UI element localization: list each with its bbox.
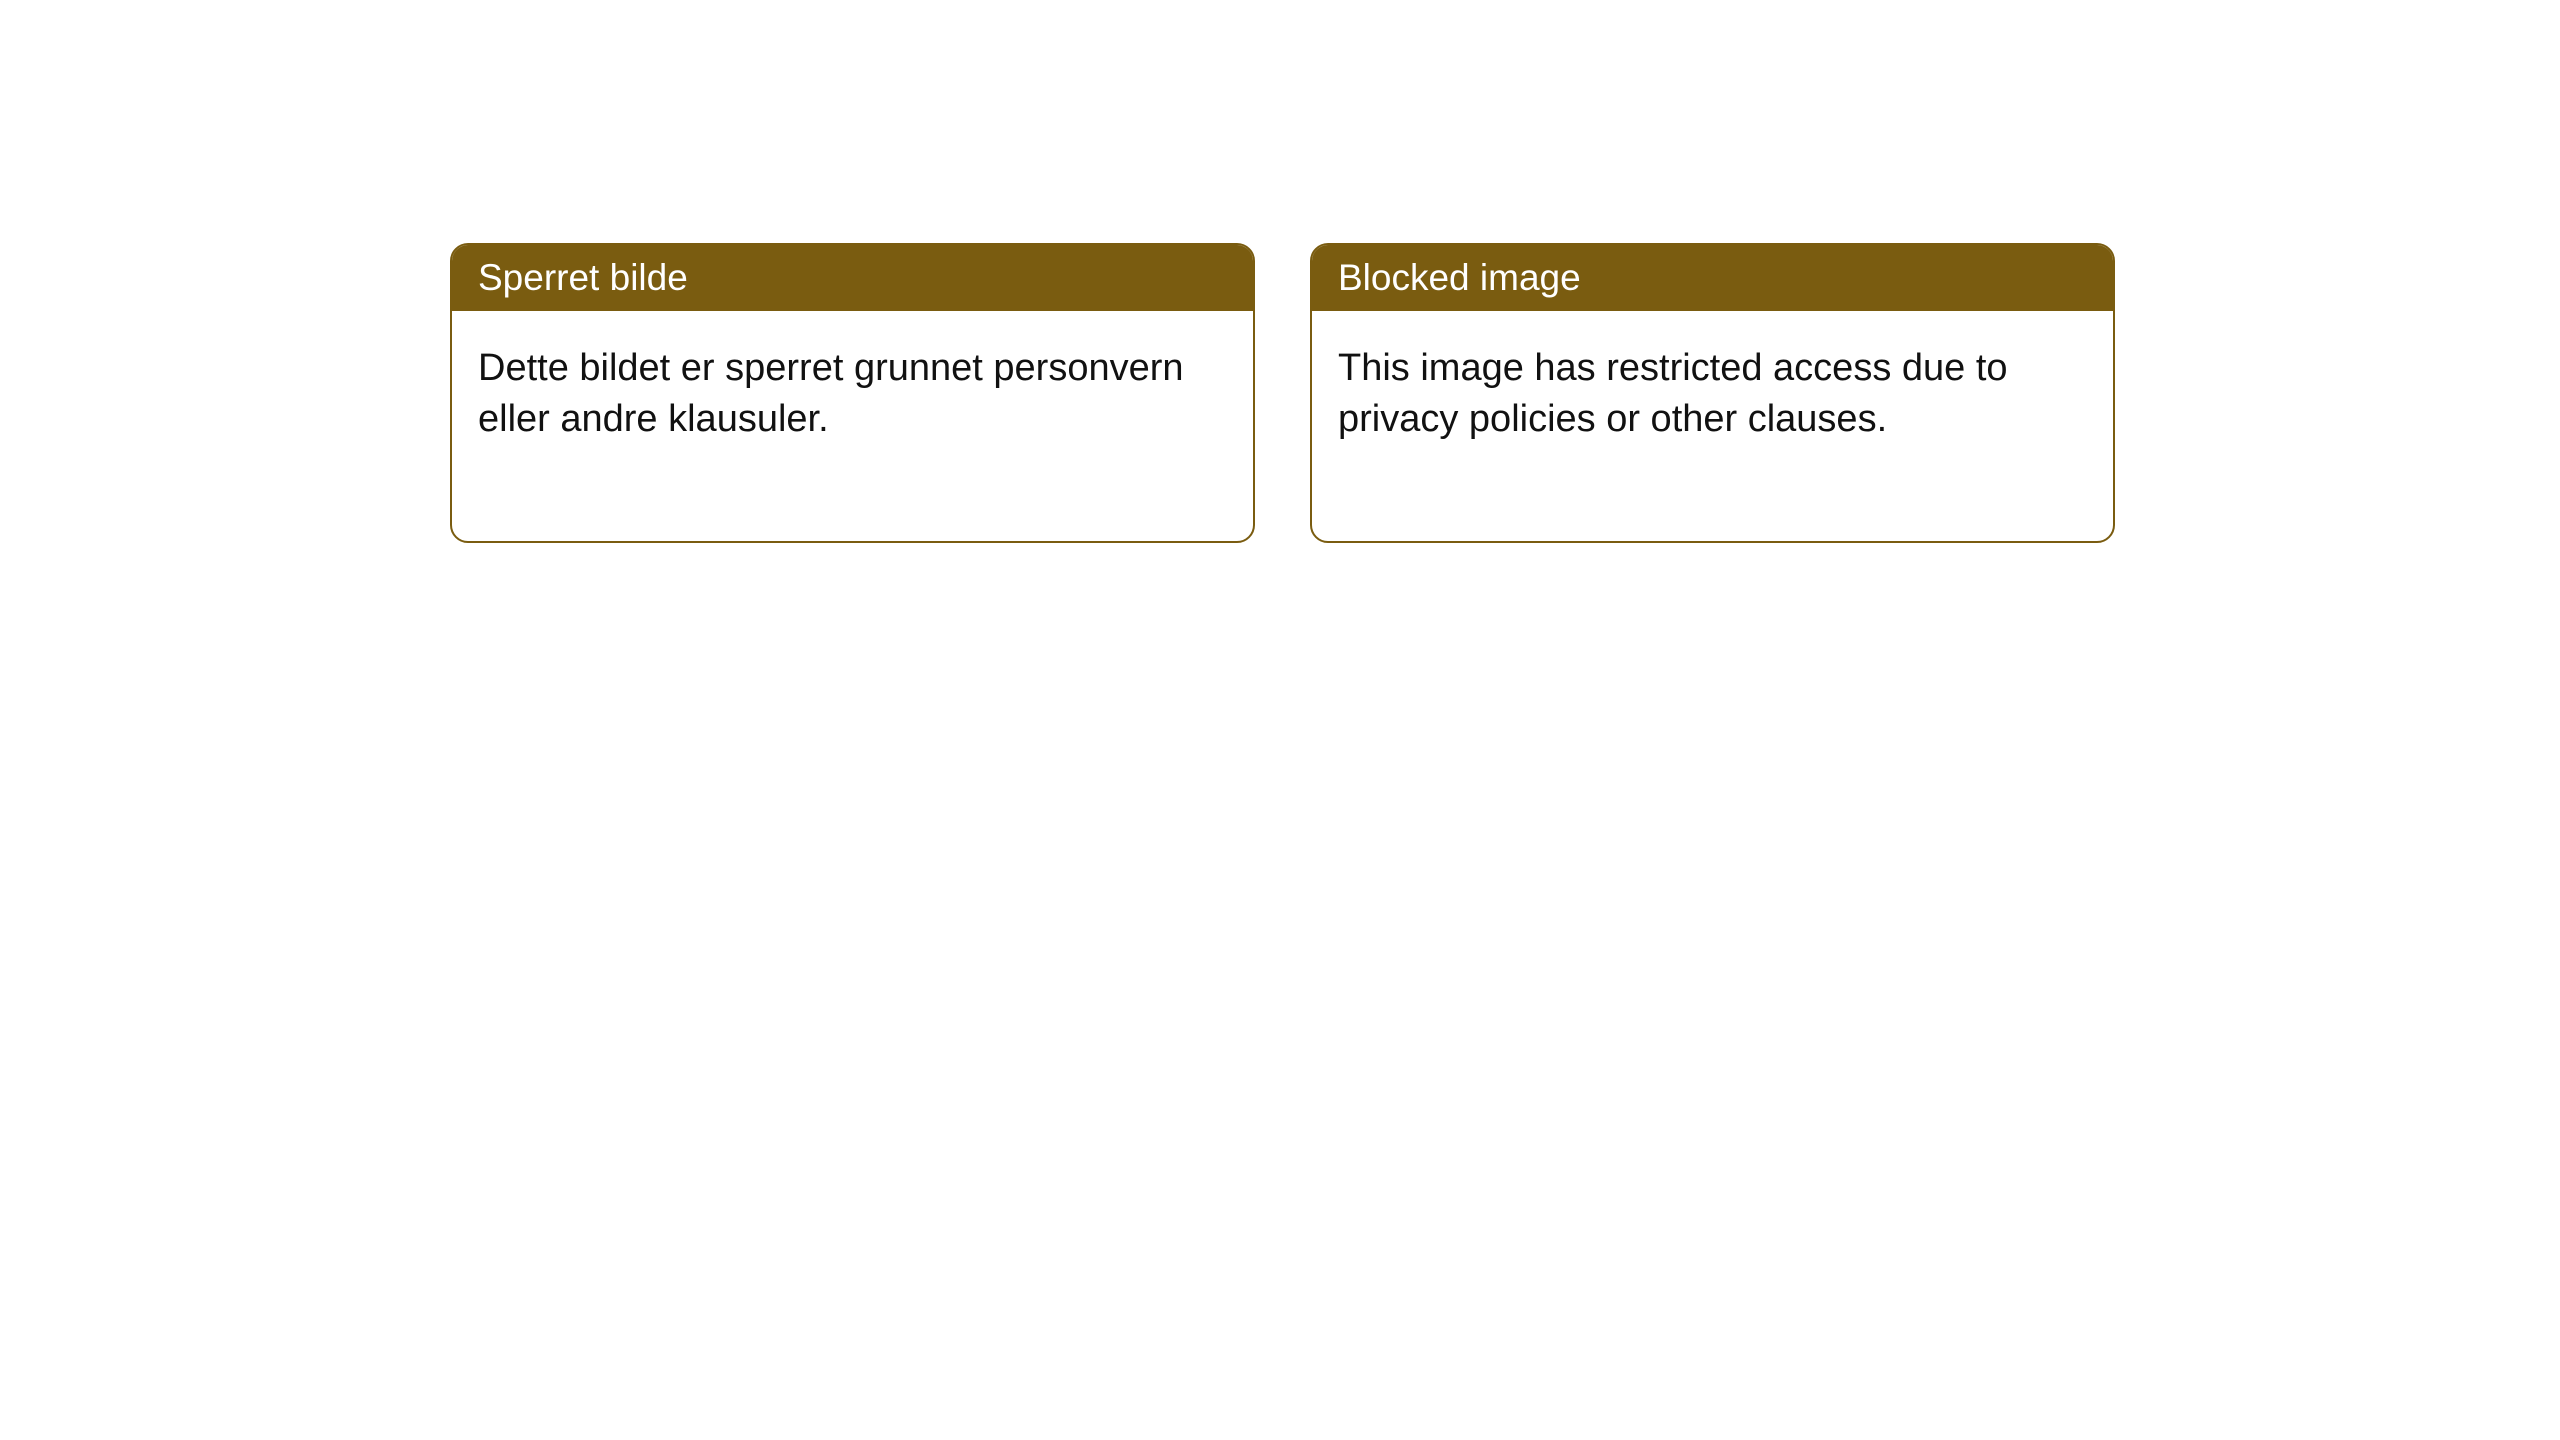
notice-body: This image has restricted access due to … (1312, 311, 2113, 541)
notice-header: Sperret bilde (452, 245, 1253, 311)
notice-header: Blocked image (1312, 245, 2113, 311)
notice-card-norwegian: Sperret bilde Dette bildet er sperret gr… (450, 243, 1255, 543)
notice-body: Dette bildet er sperret grunnet personve… (452, 311, 1253, 541)
notice-card-english: Blocked image This image has restricted … (1310, 243, 2115, 543)
notice-container: Sperret bilde Dette bildet er sperret gr… (450, 243, 2115, 543)
